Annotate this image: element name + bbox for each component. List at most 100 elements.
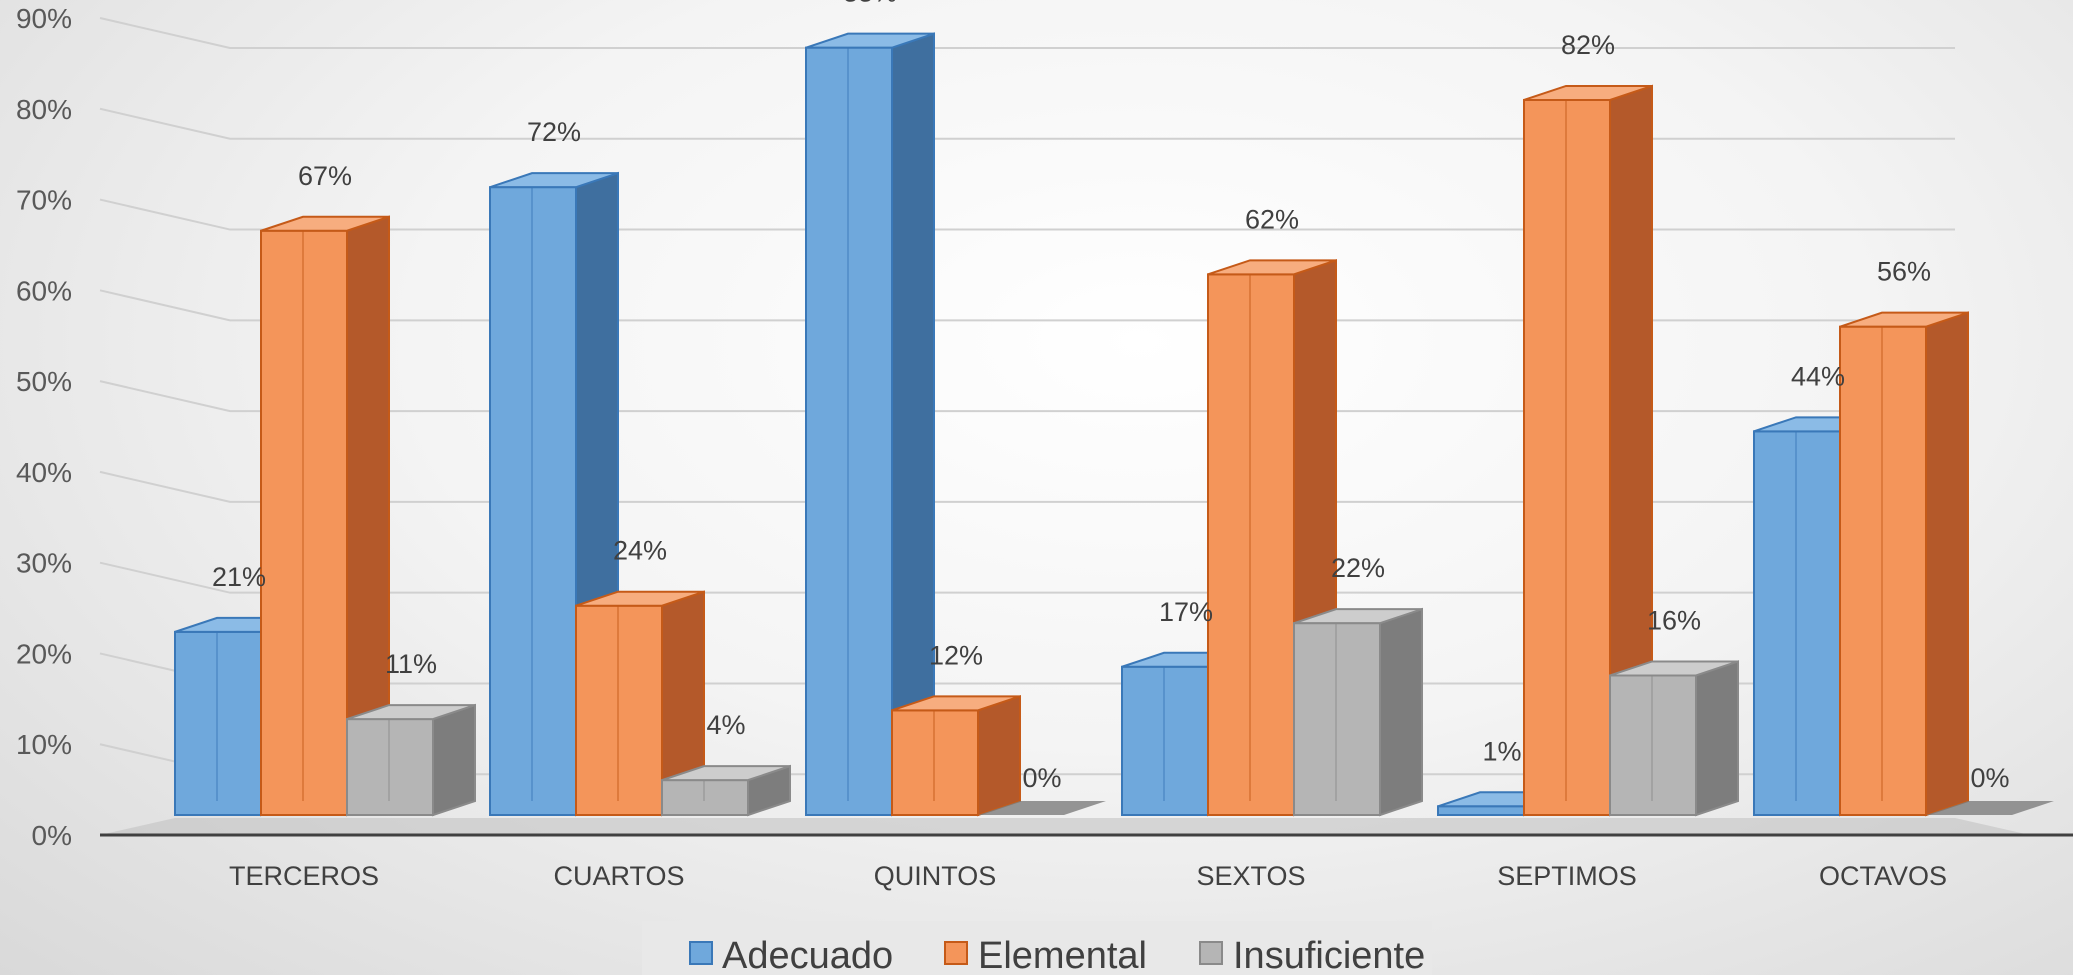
gridlines (99, 17, 1955, 776)
gridline (99, 289, 1955, 322)
gridline (99, 107, 1955, 140)
bar-top (805, 32, 935, 49)
gridline (99, 470, 1955, 503)
data-label: 56% (1877, 257, 1931, 287)
y-axis: 0% 10% 20% 30% 40% 50% 60% 70% 80% 90% (16, 3, 72, 851)
x-tick-label: OCTAVOS (1819, 861, 1947, 891)
legend-label-insuficiente: Insuficiente (1233, 935, 1425, 975)
legend-label-adecuado: Adecuado (722, 935, 893, 975)
y-tick-label: 50% (16, 366, 72, 397)
bar-front (1609, 674, 1697, 816)
bar-side (1695, 660, 1739, 817)
legend-swatch-elemental (944, 941, 968, 965)
x-axis: TERCEROS CUARTOS QUINTOS SEXTOS SEPTIMOS OCTA… (229, 861, 1947, 891)
bar-front (1207, 273, 1295, 816)
data-label: 17% (1159, 597, 1213, 627)
bar-zero-slab (978, 801, 1106, 815)
bar-elemental-terceros (260, 215, 390, 817)
gridline (99, 17, 1955, 49)
bar-adecuado-quintos (805, 32, 935, 817)
bar-front (174, 630, 262, 816)
y-tick-label: 90% (16, 3, 72, 34)
bar-insuficiente-terceros (346, 703, 476, 817)
bar-top (1839, 311, 1969, 328)
bar-front (1753, 430, 1841, 816)
bar-elemental-octavos (1839, 311, 1969, 817)
bar-insuficiente-cuartos (661, 764, 791, 817)
bar-front (260, 229, 348, 816)
bar-front (805, 46, 893, 816)
bar-front (1437, 805, 1525, 817)
x-tick-label: SEPTIMOS (1497, 861, 1637, 891)
bar-top (661, 765, 791, 782)
bar-top (1293, 608, 1423, 625)
bar-top (260, 215, 390, 232)
bar-top (891, 695, 1021, 712)
chart-floor (100, 818, 2073, 837)
data-label: 0% (1022, 763, 1061, 793)
y-tick-label: 60% (16, 275, 72, 306)
data-label: 44% (1791, 361, 1845, 391)
gridline (99, 198, 1955, 231)
bar-top (489, 172, 619, 189)
y-tick-label: 0% (32, 820, 72, 851)
y-tick-label: 40% (16, 457, 72, 488)
data-labels: 21% 67% 11% 72% 24% 4% 88% 12% 0% 17% 62% 22% 1% 82% 1… (212, 0, 2010, 793)
bar-front (1293, 622, 1381, 816)
bar-insuficiente-sextos (1293, 607, 1423, 817)
y-tick-label: 10% (16, 729, 72, 760)
bar-elemental-cuartos (575, 590, 705, 817)
bar-top (1523, 84, 1653, 101)
data-label: 72% (527, 117, 581, 147)
y-tick-label: 80% (16, 94, 72, 125)
legend-swatch-adecuado (689, 941, 713, 965)
data-label: 0% (1970, 763, 2009, 793)
bar-elemental-quintos (891, 694, 1021, 817)
bar-insuficiente-octavos (1926, 801, 2054, 815)
bar-top (1609, 660, 1739, 677)
legend-label-elemental: Elemental (978, 935, 1147, 975)
x-tick-label: CUARTOS (553, 861, 684, 891)
bar-side (1925, 311, 1969, 817)
gridline (99, 380, 1955, 413)
bar-elemental-septimos (1523, 84, 1653, 817)
legend-item-adecuado: Adecuado (689, 935, 893, 975)
data-label: 21% (212, 562, 266, 592)
data-label: 12% (929, 640, 983, 670)
data-label: 16% (1647, 605, 1701, 635)
bar-front (489, 186, 577, 817)
legend-swatch-insuficiente (1199, 941, 1223, 965)
bar-top (575, 590, 705, 607)
data-label: 24% (613, 536, 667, 566)
y-tick-label: 30% (16, 548, 72, 579)
data-label: 67% (298, 161, 352, 191)
bar-front (891, 709, 979, 816)
data-label: 88% (843, 0, 897, 8)
data-label: 1% (1482, 736, 1521, 766)
x-tick-label: QUINTOS (874, 861, 997, 891)
bar-side (1379, 607, 1423, 817)
bar-front (661, 779, 749, 816)
bars (174, 32, 2054, 817)
data-label: 22% (1331, 553, 1385, 583)
x-tick-label: TERCEROS (229, 861, 379, 891)
data-label: 4% (706, 710, 745, 740)
bar-zero-slab (1926, 801, 2054, 815)
legend: Adecuado Elemental Insuficiente (642, 921, 1432, 975)
bar-front (575, 604, 663, 816)
floor-plane (100, 818, 2030, 835)
data-label: 62% (1245, 204, 1299, 234)
bar-front (1523, 98, 1611, 816)
bar-front (346, 718, 434, 817)
bar-top (346, 704, 476, 721)
bar-front (1121, 665, 1209, 817)
x-tick-label: SEXTOS (1196, 861, 1305, 891)
bar-side (432, 703, 476, 817)
y-tick-label: 20% (16, 638, 72, 669)
y-tick-label: 70% (16, 185, 72, 216)
legend-item-elemental: Elemental (944, 935, 1147, 975)
bar-side (977, 694, 1021, 817)
legend-box (642, 921, 1432, 975)
data-label: 11% (385, 649, 437, 679)
